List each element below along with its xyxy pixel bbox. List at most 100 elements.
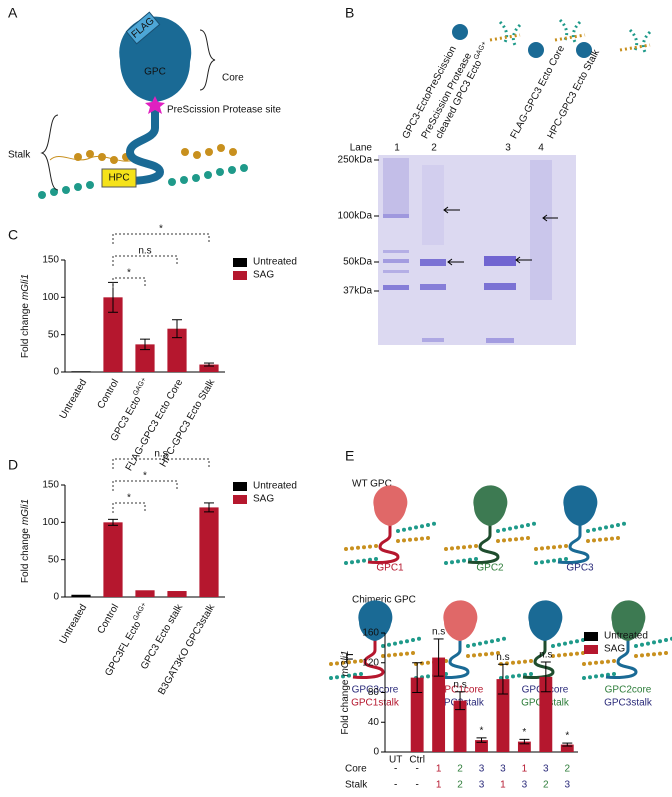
site-label: PreScission Protease site <box>167 105 281 116</box>
bead <box>575 651 579 656</box>
bead <box>426 660 430 665</box>
y-axis-label-italic: mGli1 <box>340 650 351 676</box>
bead <box>520 524 524 529</box>
bead <box>505 675 509 680</box>
panel-letter: F <box>345 651 354 667</box>
panel-letter: C <box>8 227 18 243</box>
gpc-head <box>528 600 563 641</box>
bead <box>402 538 406 543</box>
lane-label-sup: GAG+ <box>473 40 488 61</box>
legend-label: SAG <box>253 270 274 281</box>
bead <box>551 644 555 648</box>
y-tick-label: 150 <box>42 255 59 266</box>
flag-tag <box>125 11 161 45</box>
bead <box>563 641 567 646</box>
bead <box>396 529 400 533</box>
error-bar <box>108 518 118 526</box>
significance-label: n.s <box>539 650 552 661</box>
gpc-icon <box>329 600 421 680</box>
bead <box>540 546 544 551</box>
bead <box>526 523 530 527</box>
row-value: - <box>415 780 418 791</box>
bar <box>71 371 91 372</box>
y-axis-label: Fold change mGli1 <box>20 499 31 583</box>
bar <box>135 344 155 372</box>
bead <box>472 653 476 658</box>
y-tick-label: 80 <box>368 687 380 698</box>
bead <box>399 652 403 657</box>
bead <box>564 557 568 561</box>
bead <box>450 560 454 565</box>
chimera-core: GPC1core <box>437 685 484 696</box>
bead <box>592 527 596 532</box>
bead <box>551 654 555 658</box>
gpc-icon <box>344 485 436 565</box>
bead <box>362 545 366 550</box>
gpc-label: GPC1 <box>376 563 404 574</box>
y-tick-label: 0 <box>373 747 379 758</box>
row-label: Core <box>345 764 367 775</box>
x-tick-label-text: Control <box>95 602 121 635</box>
lane-number: 3 <box>505 143 511 154</box>
bead <box>474 557 478 561</box>
gpc-icon <box>499 600 591 680</box>
bead <box>387 653 391 658</box>
panel-letter: E <box>345 448 354 464</box>
row-value: 1 <box>522 764 528 775</box>
legend-swatch <box>233 258 247 267</box>
bead <box>381 644 385 648</box>
row-value: 3 <box>479 764 485 775</box>
bead <box>598 537 602 542</box>
smear <box>422 165 444 245</box>
error-bar <box>519 738 530 745</box>
error-bar <box>412 662 423 693</box>
row-value: 1 <box>436 780 442 791</box>
bead <box>466 654 470 658</box>
row-value: 2 <box>457 780 463 791</box>
gpc-label: GPC3 <box>566 563 594 574</box>
bead <box>456 559 460 564</box>
bead <box>490 651 494 656</box>
marker-label: 250kDa <box>338 155 373 166</box>
lane-number: 1 <box>394 143 400 154</box>
bead <box>350 546 354 551</box>
bead <box>484 640 488 645</box>
bead <box>622 521 626 526</box>
panel-letter: B <box>345 5 354 21</box>
y-tick-label: 40 <box>368 717 380 728</box>
bead <box>604 525 608 530</box>
bead <box>563 652 567 657</box>
x-tick-label-sup: GAG+ <box>132 377 148 398</box>
chimera-stalk: GPC1stalk <box>351 698 400 709</box>
marker-label: 50kDa <box>343 257 372 268</box>
lane-number: 4 <box>538 143 544 154</box>
bead <box>523 659 527 664</box>
legend-swatch <box>584 645 598 654</box>
significance-label: * <box>159 224 163 235</box>
error-bar <box>204 502 214 513</box>
bead <box>426 536 430 540</box>
significance-label: * <box>522 727 526 738</box>
bead <box>478 641 482 646</box>
bead <box>612 672 616 676</box>
significance-label: n.s <box>432 627 445 638</box>
bar <box>103 522 123 597</box>
significance-bracket <box>112 255 178 266</box>
bead <box>598 526 602 531</box>
x-tick-label: Untreated <box>57 602 88 646</box>
hpc-label: HPC <box>108 173 129 184</box>
significance-bracket <box>112 277 146 288</box>
stalk-brace <box>40 114 59 191</box>
bead <box>347 660 351 665</box>
bead <box>405 651 409 656</box>
bead <box>664 651 668 655</box>
y-tick-label: 160 <box>362 628 379 639</box>
significance-label: n.s <box>496 652 509 663</box>
legend-swatch <box>233 271 247 280</box>
gpc-head <box>473 485 508 526</box>
bead <box>634 654 638 658</box>
bead <box>496 539 500 543</box>
bead <box>411 651 415 655</box>
bead <box>534 547 538 551</box>
bead <box>408 537 412 542</box>
